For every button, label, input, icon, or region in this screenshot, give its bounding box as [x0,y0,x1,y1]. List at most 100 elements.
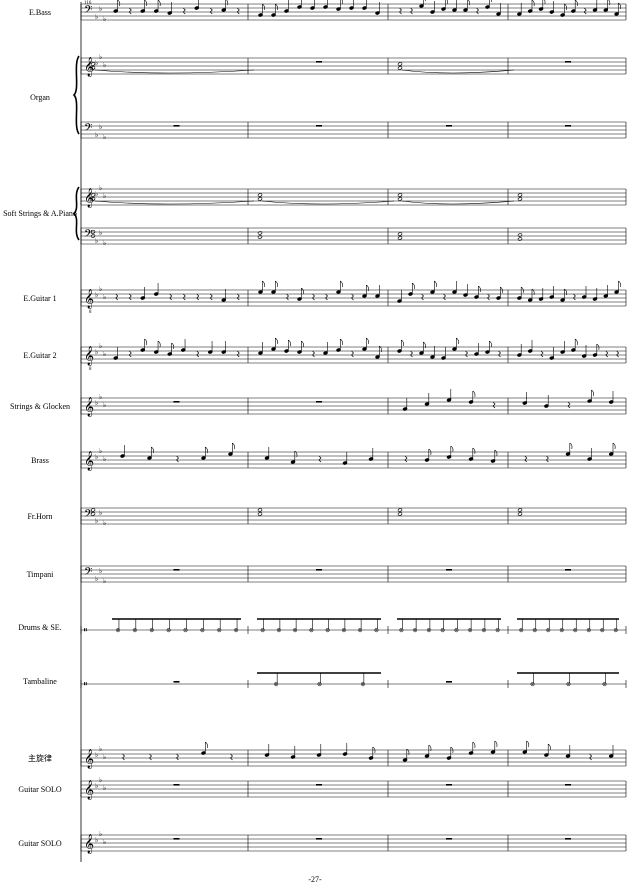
staff-14: 主旋律 𝄞 ♭♭♭ [28,740,627,769]
note-head [257,512,263,516]
note-flag [423,341,426,349]
staff-10: Fr.Horn 𝄢 ♭♭♭ [27,507,627,527]
rest [286,293,289,301]
note-flag [226,0,229,6]
tie [94,200,255,205]
half-rest [565,838,571,840]
half-rest [173,125,180,127]
note-head [397,232,403,236]
perc-note: ⊗ [260,628,265,634]
perc-note: ⊗ [234,628,239,634]
note-head [90,230,96,234]
staff-3: 𝄢 ♭♭♭ [80,121,627,141]
rest [325,293,328,301]
half-rest [173,681,180,683]
half-rest [316,401,322,403]
rest [176,753,179,761]
perc-note: ⊗ [341,628,346,634]
rest [404,455,408,463]
rest [196,293,200,301]
clef-icon: 𝄞 [84,188,94,208]
clef-icon: 𝄢 [84,228,92,243]
staff-7: E.Guitar 2 𝄞8♭♭♭ [23,337,627,372]
rest [176,455,179,463]
perc-note: ⊗ [325,628,330,634]
note-flag [372,746,376,754]
note-flag [366,284,369,292]
clef-icon: 𝄞 [84,346,94,366]
note-flag [157,340,161,348]
note-flag [232,442,235,450]
note-head [397,508,403,512]
clef-icon: 𝄢 [84,508,92,523]
perc-note: ⊗ [532,628,537,634]
clef-icon: 𝄞 [84,780,94,800]
rest [498,350,501,358]
rest [182,7,186,15]
perc-note: ⊗ [115,628,120,634]
flat-icon: ♭ [95,59,98,67]
note-head [517,512,523,516]
note-flag [366,337,369,345]
staff-label: Timpani [27,570,55,579]
note-flag [500,286,503,294]
note-flag [262,3,265,11]
staff-15: Guitar SOLO 𝄞 ♭♭♭ [18,776,627,800]
rest [312,293,315,301]
piano-brace [72,186,80,241]
clef-icon: 𝄞 [84,397,94,417]
perc-note: ⊗ [358,628,363,634]
note-flag [428,448,432,456]
staff-6: E.Guitar 1 𝄞8♭♭♭ [23,280,627,315]
note-flag [340,280,343,288]
flat-icon: ♭ [103,838,106,846]
rest [583,7,587,15]
flat-icon: ♭ [99,342,102,350]
half-rest [173,784,180,786]
note-flag [262,280,265,288]
staff-2: Organ𝄞 ♭♭♭ [30,53,627,102]
note-flag [434,280,437,288]
flat-icon: ♭ [99,509,102,517]
staff-5: 𝄢 ♭♭♭ [80,227,627,247]
staff-8: Strings & Glocken 𝄞 ♭♭♭ [10,389,627,417]
note-flag [446,0,448,5]
half-rest [173,401,180,403]
note-flag [406,748,410,756]
note-flag [275,337,278,345]
note-flag [468,0,470,6]
perc-note: ⊗ [495,628,500,634]
note-head [257,193,263,197]
flat-icon: ♭ [99,567,102,575]
clef-icon: 𝄢 [84,4,92,19]
half-rest [446,125,452,127]
rest [524,455,528,463]
note-flag [564,3,567,11]
staff-label: Guitar SOLO [18,785,62,794]
rest [236,7,240,15]
staff-label: Tambaline [23,677,57,686]
note-head [257,508,263,512]
staff-12: Drums & SE. 𝄥 ⊗ ⊗ ⊗ ⊗ ⊗ ⊗ ⊗ ⊗ ⊗ ⊗ ⊗ ⊗ ⊗ ⊗ ⊗ ⊗ ⊗ ⊗ ⊗ ⊗ ⊗ ⊗ ⊗ ⊗ ⊗ ⊗ ⊗ ⊗… [18,618,627,636]
perc-note: ⊗ [573,628,578,634]
perc-note: ⊗ [586,628,591,634]
half-rest [446,784,452,786]
note-flag [472,741,476,749]
rest [128,350,132,358]
perc-note: ⊗ [559,628,564,634]
perc-note: ⊗ [166,628,171,634]
note-flag [472,447,476,455]
perc-note: ⊗ [200,628,205,634]
staff-label: Fr.Horn [27,512,52,521]
perc-note: ⊗ [317,682,322,688]
perc-note: ⊗ [374,628,379,634]
perc-note: ⊗ [276,628,281,634]
flat-icon: ♭ [99,745,102,753]
note-head [90,197,96,201]
half-rest [316,838,322,840]
note-head [90,508,96,512]
rest [236,293,240,301]
rest [492,401,496,409]
note-flag [157,0,161,7]
note-flag [544,0,546,5]
